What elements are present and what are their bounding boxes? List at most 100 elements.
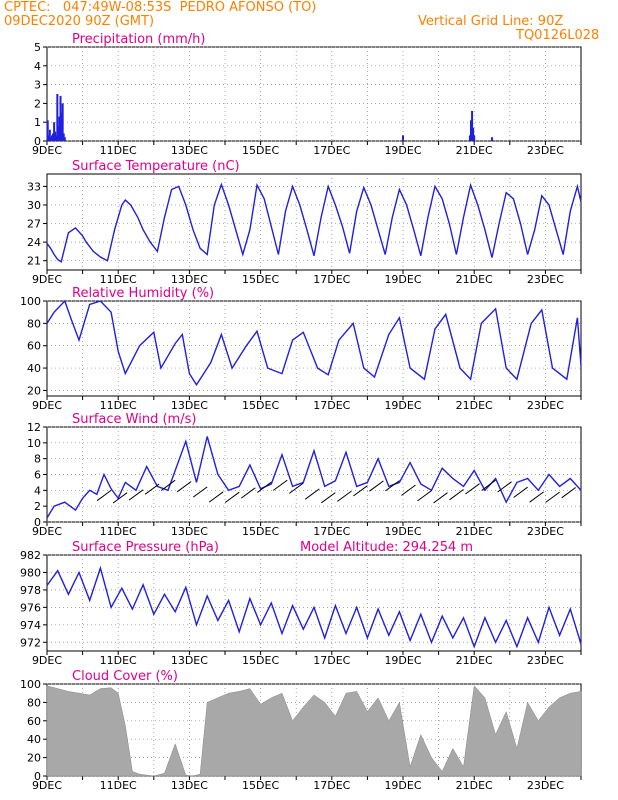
precipitation-mm-h-ytick-label: 5 xyxy=(34,41,41,54)
surface-wind-m-s-ytick-label: 8 xyxy=(34,453,41,466)
precipitation-mm-h-bar xyxy=(46,120,49,141)
precipitation-mm-h-xtick-label: 23DEC xyxy=(527,144,564,157)
wind-arrow xyxy=(561,487,576,499)
surface-wind-m-s-ytick-label: 10 xyxy=(27,437,41,450)
relative-humidity-xtick-label: 23DEC xyxy=(527,399,564,412)
precipitation-mm-h-bar xyxy=(491,137,493,141)
wind-arrow xyxy=(289,482,304,494)
precipitation-mm-h-bar xyxy=(472,127,475,141)
precipitation-mm-h-bar xyxy=(468,135,471,141)
precipitation-mm-h-bar xyxy=(50,135,53,141)
wind-arrow xyxy=(224,491,240,503)
precipitation-mm-h-xtick-label: 9DEC xyxy=(32,144,62,157)
surface-temperature-nc-xtick-label: 17DEC xyxy=(313,273,350,286)
surface-wind-m-s-xtick-label: 13DEC xyxy=(171,525,208,538)
surface-pressure-hpa-ytick-label: 982 xyxy=(20,549,41,562)
station-header: CPTEC: 047:49W-08:53S PEDRO AFONSO (TO) xyxy=(4,0,317,15)
precipitation-mm-h-bar xyxy=(57,125,60,141)
precipitation-mm-h-xtick-label: 17DEC xyxy=(313,144,350,157)
vertical-grid-note: Vertical Grid Line: 90Z xyxy=(418,14,564,29)
precipitation-mm-h-bar xyxy=(56,94,59,141)
precipitation-mm-h-ytick-label: 4 xyxy=(34,60,41,73)
relative-humidity-ytick-label: 40 xyxy=(27,362,41,375)
relative-humidity-ytick-label: 20 xyxy=(27,384,41,397)
precipitation-mm-h-bar xyxy=(47,135,50,141)
precipitation-mm-h-ytick-label: 1 xyxy=(34,116,41,129)
precipitation-mm-h-bar xyxy=(58,116,61,141)
precipitation-mm-h-xtick-label: 19DEC xyxy=(384,144,421,157)
precipitation-mm-h-bar xyxy=(62,133,65,141)
wind-arrow xyxy=(449,489,464,501)
surface-temperature-nc-xtick-label: 9DEC xyxy=(32,273,62,286)
precipitation-mm-h-ytick-label: 2 xyxy=(34,97,41,110)
surface-wind-m-s-xtick-label: 17DEC xyxy=(313,525,350,538)
precipitation-mm-h-bar xyxy=(59,95,62,141)
relative-humidity-xtick-label: 13DEC xyxy=(171,399,208,412)
surface-temperature-nc-ytick-label: 30 xyxy=(27,199,41,212)
surface-temperature-nc-ytick-label: 33 xyxy=(27,180,41,193)
wind-arrow xyxy=(241,487,256,499)
precipitation-mm-h-xtick-label: 21DEC xyxy=(456,144,493,157)
wind-arrow xyxy=(369,480,384,492)
cloud-cover-xtick-label: 11DEC xyxy=(100,779,137,792)
surface-wind-m-s-xtick-label: 19DEC xyxy=(384,525,421,538)
wind-arrow xyxy=(385,480,400,492)
relative-humidity-xtick-label: 21DEC xyxy=(456,399,493,412)
relative-humidity-ytick-label: 100 xyxy=(20,295,41,308)
surface-temperature-nc-xtick-label: 13DEC xyxy=(171,273,208,286)
wind-arrow xyxy=(529,491,544,503)
wind-arrow xyxy=(192,486,208,498)
surface-temperature-nc-frame xyxy=(46,173,582,271)
surface-wind-m-s-title: Surface Wind (m/s) xyxy=(72,412,196,427)
precipitation-mm-h-bar xyxy=(48,129,51,141)
wind-arrow xyxy=(321,492,336,504)
surface-pressure-hpa-xtick-label: 21DEC xyxy=(456,654,493,667)
cloud-cover-xtick-label: 13DEC xyxy=(171,779,208,792)
wind-arrow xyxy=(176,481,192,493)
cloud-cover-ytick-label: 0 xyxy=(34,770,41,783)
wind-arrow xyxy=(112,492,128,504)
cloud-cover-ytick-label: 40 xyxy=(27,733,41,746)
precipitation-mm-h-bar xyxy=(473,135,476,141)
precipitation-mm-h-bar xyxy=(52,133,55,141)
surface-temperature-nc-xtick-label: 23DEC xyxy=(527,273,564,286)
wind-arrow xyxy=(96,489,112,502)
surface-wind-m-s-xtick-label: 15DEC xyxy=(242,525,279,538)
precipitation-mm-h-bar xyxy=(471,110,474,141)
wind-arrow xyxy=(433,492,448,504)
relative-humidity-xtick-label: 15DEC xyxy=(242,399,279,412)
surface-pressure-hpa-xtick-label: 23DEC xyxy=(527,654,564,667)
cloud-cover-ytick-label: 80 xyxy=(27,696,41,709)
wind-arrow xyxy=(208,491,224,503)
relative-humidity-ytick-label: 80 xyxy=(27,317,41,330)
precipitation-mm-h-ytick-label: 3 xyxy=(34,79,41,92)
surface-wind-m-s-xtick-label: 23DEC xyxy=(527,525,564,538)
model-altitude: Model Altitude: 294.254 m xyxy=(300,540,473,555)
surface-temperature-nc-line xyxy=(46,182,582,264)
wind-arrow xyxy=(160,479,176,491)
surface-pressure-hpa-ytick-label: 974 xyxy=(20,619,41,632)
surface-wind-m-s-ytick-label: 4 xyxy=(34,484,41,497)
run-date: 09DEC2020 90Z (GMT) xyxy=(4,14,155,29)
precipitation-mm-h-bar xyxy=(402,135,404,141)
surface-pressure-hpa-xtick-label: 17DEC xyxy=(313,654,350,667)
surface-temperature-nc-ytick-label: 27 xyxy=(27,218,41,231)
relative-humidity-xtick-label: 19DEC xyxy=(384,399,421,412)
cloud-cover-ytick-label: 100 xyxy=(20,678,41,691)
wind-arrow xyxy=(497,481,512,493)
precipitation-mm-h-bar xyxy=(49,137,52,141)
surface-temperature-nc-ytick-label: 21 xyxy=(27,255,41,268)
precipitation-mm-h-xtick-label: 15DEC xyxy=(242,144,279,157)
surface-pressure-hpa-ytick-label: 972 xyxy=(20,636,41,649)
surface-wind-m-s-xtick-label: 11DEC xyxy=(100,525,137,538)
surface-pressure-hpa-ytick-label: 976 xyxy=(20,601,41,614)
surface-pressure-hpa-ytick-label: 978 xyxy=(20,584,41,597)
cloud-cover-ytick-label: 20 xyxy=(27,752,41,765)
cloud-cover-ytick-label: 60 xyxy=(27,715,41,728)
surface-pressure-hpa-xtick-label: 19DEC xyxy=(384,654,421,667)
surface-wind-m-s-ytick-label: 12 xyxy=(27,421,41,434)
wind-arrow xyxy=(545,491,560,503)
wind-arrow xyxy=(128,489,144,501)
surface-wind-m-s-xtick-label: 21DEC xyxy=(456,525,493,538)
